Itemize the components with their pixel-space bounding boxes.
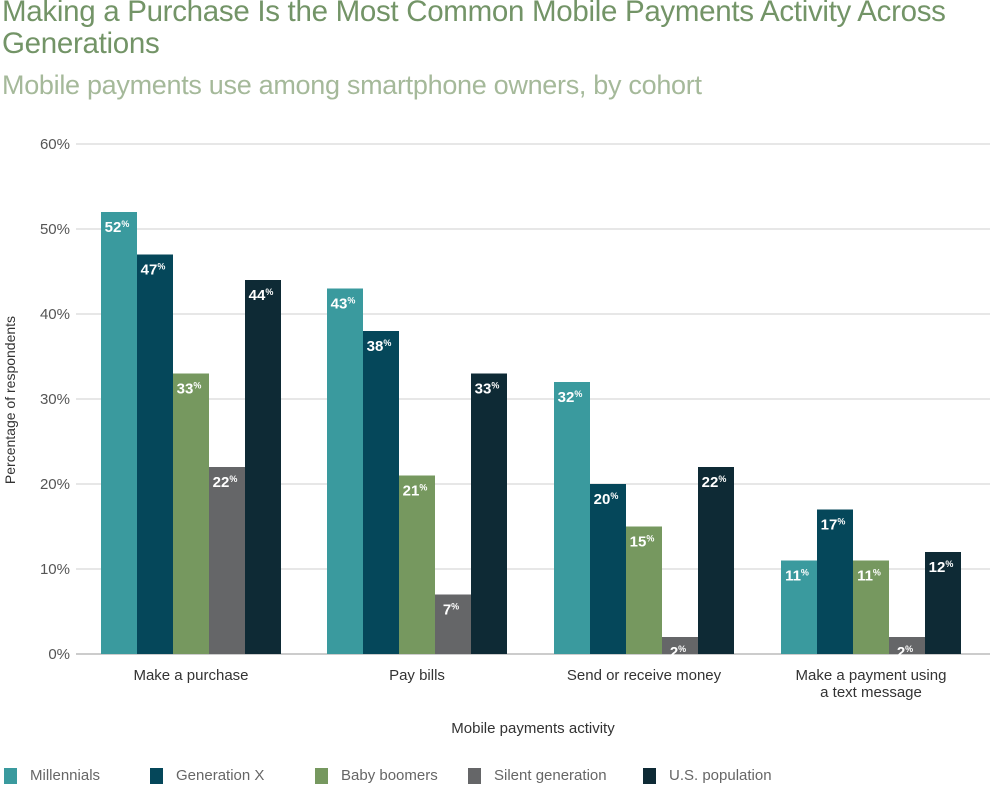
- bar-silent-generation: [662, 637, 698, 654]
- bar-millennials: [327, 288, 363, 654]
- bar-u-s-population: [471, 373, 507, 654]
- x-tick-label: Send or receive money: [567, 667, 722, 684]
- bar-silent-generation: [889, 637, 925, 654]
- data-label: 2%: [670, 644, 686, 661]
- legend-item: Silent generation: [468, 767, 643, 784]
- legend-item: U.S. population: [643, 767, 783, 784]
- bar-u-s-population: [698, 467, 734, 654]
- legend-label: U.S. population: [669, 767, 772, 784]
- bar-millennials: [101, 212, 137, 654]
- y-tick-label: 30%: [40, 391, 70, 408]
- legend: Millennials Generation X Baby boomers Silen…: [4, 767, 783, 784]
- legend-label: Generation X: [176, 767, 265, 784]
- bar-u-s-population: [245, 280, 281, 654]
- bar-generation-x: [590, 484, 626, 654]
- y-tick-label: 40%: [40, 306, 70, 323]
- bar-millennials: [554, 382, 590, 654]
- legend-item: Millennials: [4, 767, 150, 784]
- bar-generation-x: [363, 331, 399, 654]
- chart-title: Making a Purchase Is the Most Common Mob…: [2, 0, 946, 60]
- legend-label: Baby boomers: [341, 767, 438, 784]
- legend-swatch: [4, 767, 17, 784]
- legend-item: Baby boomers: [315, 767, 468, 784]
- bar-baby-boomers: [399, 475, 435, 654]
- bar-generation-x: [817, 509, 853, 654]
- bar-baby-boomers: [853, 560, 889, 654]
- y-tick-label: 10%: [40, 561, 70, 578]
- bar-baby-boomers: [626, 526, 662, 654]
- bar-silent-generation: [209, 467, 245, 654]
- bar-u-s-population: [925, 552, 961, 654]
- data-label: 2%: [897, 644, 913, 661]
- legend-label: Silent generation: [494, 767, 607, 784]
- legend-item: Generation X: [150, 767, 315, 784]
- chart-subtitle: Mobile payments use among smartphone own…: [2, 70, 702, 100]
- bar-silent-generation: [435, 594, 471, 654]
- legend-swatch: [150, 767, 163, 784]
- legend-swatch: [315, 767, 328, 784]
- legend-swatch: [643, 767, 656, 784]
- y-axis-title: Percentage of respondents: [2, 316, 18, 484]
- y-tick-label: 60%: [40, 136, 70, 153]
- y-tick-label: 20%: [40, 476, 70, 493]
- bar-generation-x: [137, 254, 173, 654]
- bar-millennials: [781, 560, 817, 654]
- bar-baby-boomers: [173, 373, 209, 654]
- x-tick-label: Make a purchase: [133, 667, 248, 684]
- y-tick-label: 0%: [48, 646, 70, 663]
- legend-label: Millennials: [30, 767, 101, 784]
- legend-swatch: [468, 767, 481, 784]
- y-tick-label: 50%: [40, 221, 70, 238]
- x-tick-label: Make a payment using a text message: [796, 667, 947, 701]
- x-tick-label: Pay bills: [389, 667, 445, 684]
- x-axis-title: Mobile payments activity: [451, 720, 615, 737]
